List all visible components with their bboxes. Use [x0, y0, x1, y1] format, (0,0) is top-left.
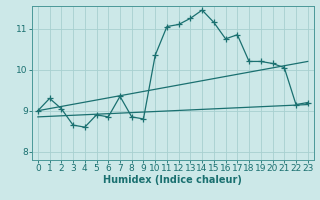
X-axis label: Humidex (Indice chaleur): Humidex (Indice chaleur)	[103, 175, 242, 185]
